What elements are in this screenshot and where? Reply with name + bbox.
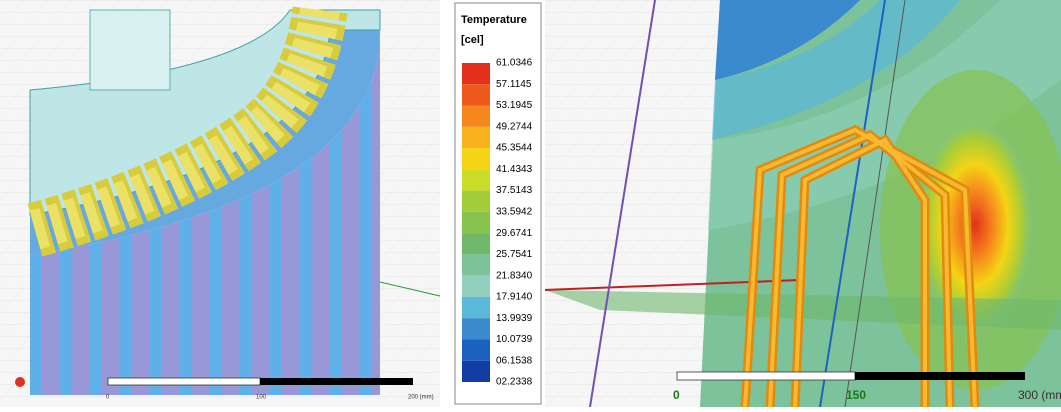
legend-label: 45.3544 [496, 143, 533, 154]
legend-swatch [462, 318, 490, 339]
legend-label: 37.5143 [496, 185, 533, 196]
legend-label: 57.1145 [496, 79, 532, 90]
legend-label: 21.8340 [496, 270, 533, 281]
legend-label: 53.1945 [496, 100, 533, 111]
thermal-view: 0 150 300 (mm) [545, 0, 1061, 407]
legend-label: 25.7541 [496, 249, 533, 260]
legend-label: 61.0346 [496, 58, 533, 69]
scale-label: 300 (mm) [1018, 388, 1061, 402]
scale-label: 100 [256, 395, 267, 401]
legend-label: 17.9140 [496, 292, 533, 303]
scale-label: 150 [846, 388, 866, 402]
legend-unit: [cel] [461, 34, 484, 46]
legend-swatch [462, 148, 490, 169]
legend: Temperature [cel] 61.0346 57.1145 53.1945 4… [455, 3, 541, 404]
scale-label: 200 (mm) [408, 395, 434, 401]
legend-swatch [462, 127, 490, 148]
legend-label: 29.6741 [496, 228, 533, 239]
legend-label: 02.2338 [496, 377, 533, 388]
legend-swatch [462, 106, 490, 127]
legend-swatch [462, 233, 490, 254]
legend-label: 10.0739 [496, 334, 533, 345]
legend-swatch [462, 254, 490, 275]
legend-swatch [462, 276, 490, 297]
legend-label: 06.1538 [496, 355, 533, 366]
legend-swatch [462, 191, 490, 212]
legend-label: 49.2744 [496, 121, 533, 132]
legend-swatch [462, 339, 490, 360]
legend-label: 13.9939 [496, 313, 533, 324]
legend-label: 41.4343 [496, 164, 533, 175]
scale-label: 0 [673, 388, 680, 402]
legend-swatch [462, 169, 490, 190]
legend-swatch [462, 84, 490, 105]
legend-swatch [462, 361, 490, 382]
legend-swatch [462, 63, 490, 84]
legend-title: Temperature [461, 14, 527, 26]
motor-view: 0 100 200 (mm) [0, 0, 440, 407]
legend-label: 33.5942 [496, 207, 533, 218]
legend-swatch [462, 212, 490, 233]
legend-swatch [462, 297, 490, 318]
figure: 0 100 200 (mm) Temperature [cel] 61.0346… [0, 0, 1061, 407]
